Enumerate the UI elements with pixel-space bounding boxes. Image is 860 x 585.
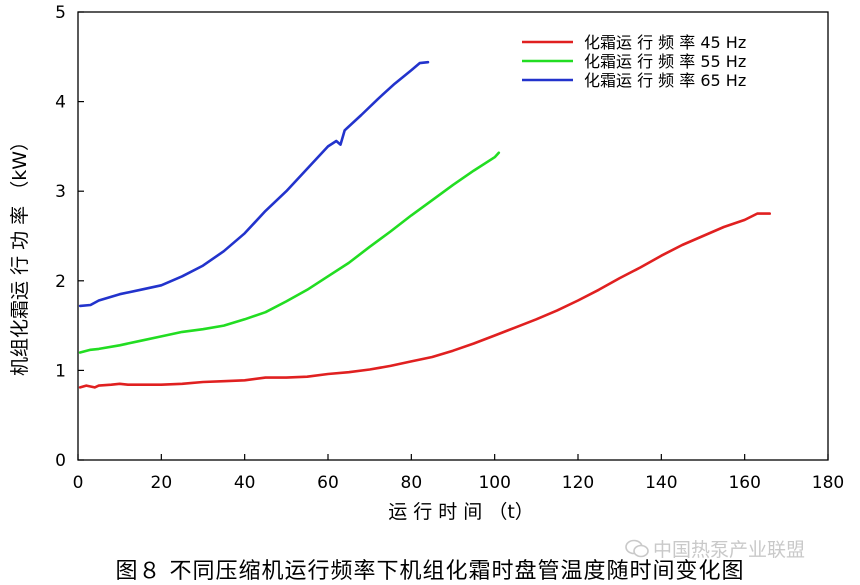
x-tick-label: 60 [317, 473, 339, 493]
y-tick-label: 3 [55, 182, 66, 202]
chart-series [78, 60, 771, 389]
plot-frame [77, 11, 829, 461]
y-tick-label: 0 [55, 451, 66, 471]
x-tick-label: 160 [728, 473, 760, 493]
x-axis-label: 运 行 时 间 （t） [388, 501, 534, 523]
legend-label-3: 化霜运 行 频 率 65 Hz [584, 71, 746, 90]
series-line-1 [78, 212, 771, 389]
x-tick-label: 120 [562, 473, 594, 493]
series-line-2 [78, 151, 501, 354]
legend-label-1: 化霜运 行 频 率 45 Hz [584, 33, 746, 52]
watermark-text: 中国热泵产业联盟 [653, 539, 806, 561]
chart-axes: 0 20 40 60 80 100 120 140 160 180 0 1 2 3 4 5 运 行 时 间 （t… [9, 3, 844, 523]
y-tick-label: 5 [55, 3, 66, 23]
x-tick-label: 80 [401, 473, 423, 493]
x-tick-label: 180 [812, 473, 844, 493]
y-tick-label: 4 [55, 93, 66, 113]
y-tick-label: 2 [55, 272, 66, 292]
legend-label-2: 化霜运 行 频 率 55 Hz [584, 52, 746, 71]
x-tick-label: 40 [234, 473, 256, 493]
y-axis-label: 机组化霜运 行 功 率 （kW） [9, 132, 31, 376]
x-tick-label: 100 [478, 473, 510, 493]
wechat-icon [625, 539, 649, 558]
figure-caption: 图８ 不同压缩机运行频率下机组化霜时盘管温度随时间变化图 [115, 559, 745, 584]
series-line-3 [78, 60, 430, 308]
x-tick-label: 140 [645, 473, 677, 493]
x-tick-label: 0 [73, 473, 84, 493]
y-tick-label: 1 [55, 361, 66, 381]
watermark: 中国热泵产业联盟 [625, 535, 805, 562]
x-tick-label: 20 [151, 473, 173, 493]
